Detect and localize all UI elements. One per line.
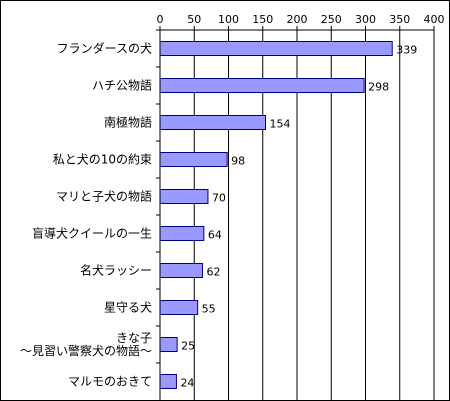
category-label: ハチ公物語 (92, 78, 152, 93)
category-label: 南極物語 (104, 115, 152, 130)
bar (159, 300, 199, 315)
x-tick-label: 50 (187, 13, 201, 26)
data-label: 98 (231, 155, 245, 168)
data-label: 339 (396, 44, 417, 57)
data-label: 64 (208, 229, 222, 242)
x-tick-label: 0 (157, 13, 164, 26)
category-label: 名犬ラッシー (80, 263, 152, 278)
data-label: 298 (368, 81, 389, 94)
x-tick-label: 300 (355, 13, 376, 26)
category-label: ～見習い警察犬の物語～ (20, 343, 152, 358)
category-label: 盲導犬クイールの一生 (32, 226, 152, 241)
category-label: マルモのおきて (68, 375, 152, 389)
category-label: 星守る犬 (104, 301, 152, 315)
category-label: マリと子犬の物語 (56, 189, 152, 204)
x-tick-label: 150 (252, 13, 273, 26)
category-label: フランダースの犬 (57, 41, 152, 56)
bar (159, 115, 266, 130)
category-label: きな子 (116, 331, 152, 345)
data-label: 25 (181, 340, 195, 353)
data-label: 24 (180, 377, 194, 390)
bar (159, 78, 365, 93)
bar (159, 374, 177, 389)
bar (159, 189, 209, 204)
bar (159, 152, 228, 167)
x-tick-label: 100 (218, 13, 239, 26)
category-label: 私と犬の10の約束 (53, 152, 152, 167)
data-label: 55 (202, 303, 216, 316)
x-tick-label: 350 (389, 13, 410, 26)
x-tick-label: 250 (321, 13, 342, 26)
x-tick-label: 400 (424, 13, 445, 26)
bar (159, 41, 393, 56)
data-label: 154 (269, 118, 290, 131)
bar (159, 226, 205, 241)
bar (159, 263, 203, 278)
data-label: 62 (206, 266, 220, 279)
data-label: 70 (212, 192, 226, 205)
x-tick-label: 200 (287, 13, 308, 26)
bar (159, 337, 178, 352)
